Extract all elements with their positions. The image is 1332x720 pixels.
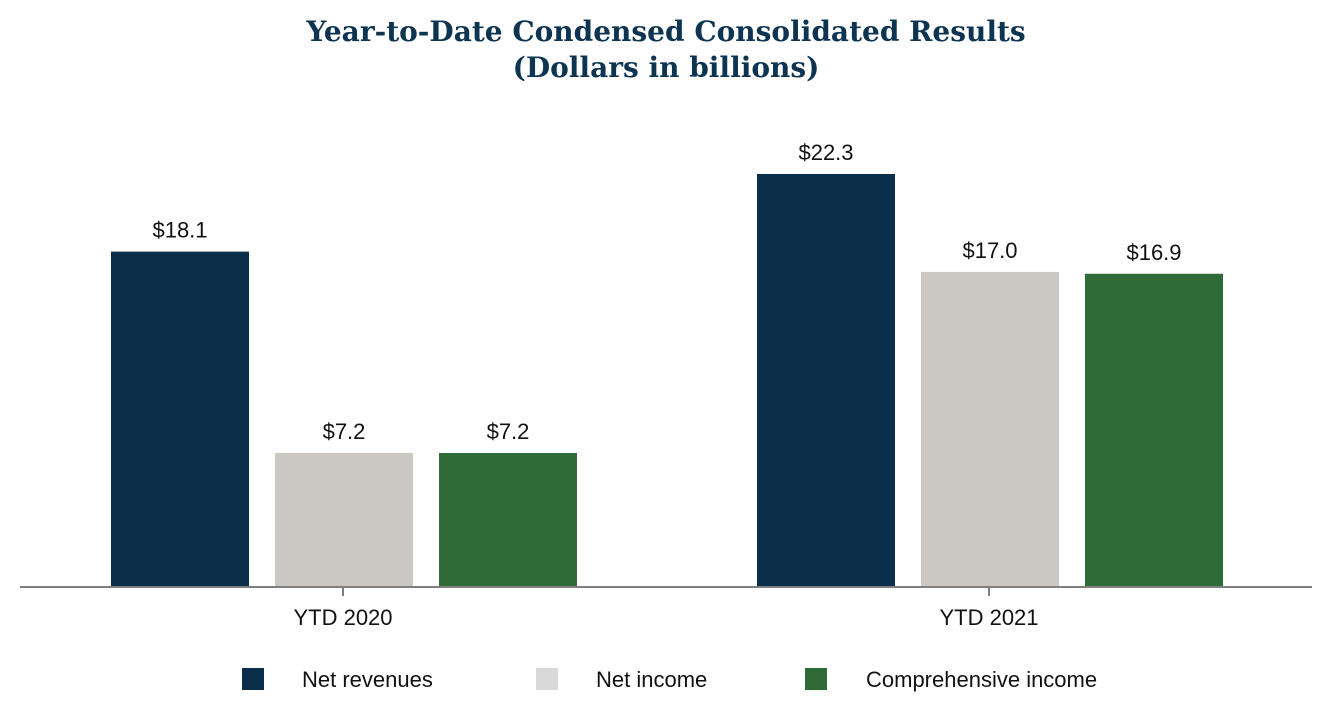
bar-chart: $18.1 $22.3 $7.2 $17.0 $7.2 $16.9 YTD 2020 YTD …	[20, 140, 1312, 630]
legend: Net revenues Net income Comprehensive in…	[0, 662, 1332, 698]
data-label-net-revenues-ytd-2020: $18.1	[152, 218, 207, 243]
legend-swatch-net-income	[536, 668, 558, 690]
legend-swatch-comprehensive-income	[805, 668, 827, 690]
legend-label-comprehensive-income: Comprehensive income	[866, 667, 1098, 692]
chart-title: Year-to-Date Condensed Consolidated Resu…	[306, 15, 1026, 48]
x-tick-label-ytd-2020: YTD 2020	[293, 605, 392, 630]
data-label-comprehensive-income-ytd-2021: $16.9	[1126, 240, 1181, 265]
x-tick-label-ytd-2021: YTD 2021	[939, 605, 1038, 630]
bar-net-revenues-ytd-2020	[111, 251, 249, 586]
data-label-net-income-ytd-2021: $17.0	[962, 238, 1017, 263]
legend-label-net-income: Net income	[596, 667, 708, 692]
bar-comprehensive-income-ytd-2021	[1085, 273, 1223, 586]
data-label-net-income-ytd-2020: $7.2	[323, 419, 366, 444]
bar-net-income-ytd-2021	[921, 271, 1059, 586]
legend-label-net-revenues: Net revenues	[302, 667, 433, 692]
legend-swatch-net-revenues	[242, 668, 264, 690]
data-label-net-revenues-ytd-2021: $22.3	[798, 140, 853, 165]
data-label-comprehensive-income-ytd-2020: $7.2	[487, 419, 530, 444]
bar-net-income-ytd-2020	[275, 452, 413, 586]
bar-net-revenues-ytd-2021	[757, 174, 895, 586]
chart-subtitle: (Dollars in billions)	[512, 51, 820, 84]
bar-comprehensive-income-ytd-2020	[439, 452, 577, 586]
chart-title-block: Year-to-Date Condensed Consolidated Resu…	[0, 14, 1332, 86]
